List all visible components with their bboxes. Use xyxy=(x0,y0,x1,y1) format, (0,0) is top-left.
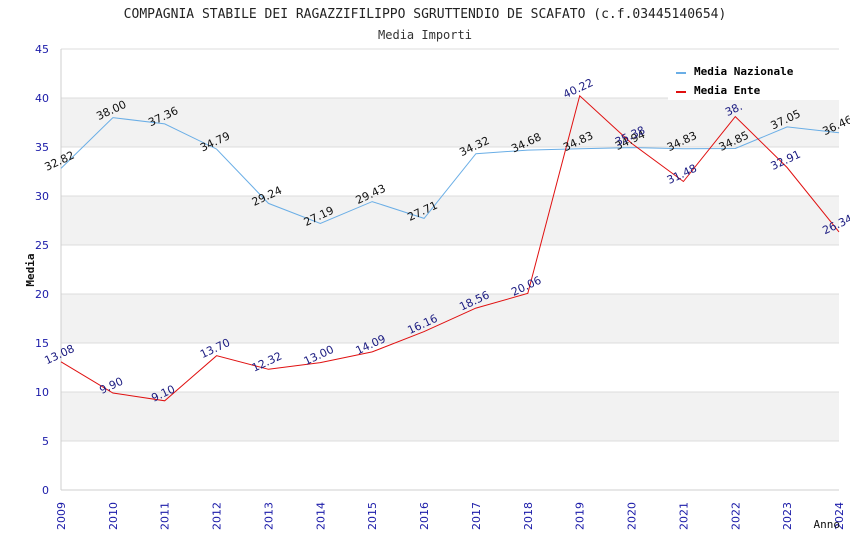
y-tick-label: 35 xyxy=(35,141,49,154)
x-axis-label: Anno xyxy=(814,518,841,531)
y-tick-label: 15 xyxy=(35,337,49,350)
x-tick-label: 2023 xyxy=(781,502,794,530)
data-label-ente: 32.91 xyxy=(769,148,803,173)
y-tick-label: 40 xyxy=(35,92,49,105)
x-tick-label: 2017 xyxy=(470,502,483,530)
y-tick-label: 10 xyxy=(35,386,49,399)
y-tick-label: 5 xyxy=(42,435,49,448)
x-tick-label: 2020 xyxy=(626,502,639,530)
y-tick-label: 30 xyxy=(35,190,49,203)
x-tick-label: 2011 xyxy=(159,502,172,530)
grid-band xyxy=(61,98,839,147)
x-tick-label: 2019 xyxy=(574,502,587,530)
chart-subtitle: Media Importi xyxy=(378,28,472,42)
legend-box xyxy=(668,58,840,100)
y-tick-label: 0 xyxy=(42,484,49,497)
x-tick-label: 2012 xyxy=(211,502,224,530)
axes xyxy=(60,49,839,491)
grid-bands xyxy=(61,98,839,441)
legend-label-nazionale: Media Nazionale xyxy=(694,65,794,78)
x-tick-labels: 2009 2010 2011 2012 2013 2014 2015 2016 2017 2018… xyxy=(55,502,846,530)
x-tick-label: 2013 xyxy=(262,502,275,530)
legend: Media Nazionale Media Ente xyxy=(668,58,840,100)
series-lines xyxy=(60,94,840,402)
x-tick-label: 2014 xyxy=(314,502,327,530)
chart-title: COMPAGNIA STABILE DEI RAGAZZIFILIPPO SGR… xyxy=(124,7,727,22)
grid-band xyxy=(61,392,839,441)
data-label-ente: 31.48 xyxy=(665,162,699,187)
series-line-ente xyxy=(60,94,840,402)
x-tick-label: 2016 xyxy=(418,502,431,530)
legend-label-ente: Media Ente xyxy=(694,84,761,97)
x-tick-label: 2010 xyxy=(107,502,120,530)
y-axis-label: Media xyxy=(24,253,37,286)
y-tick-label: 45 xyxy=(35,43,49,56)
x-tick-label: 2022 xyxy=(729,502,742,530)
grid-band xyxy=(61,294,839,343)
x-tick-label: 2015 xyxy=(366,502,379,530)
y-tick-label: 25 xyxy=(35,239,49,252)
x-tick-label: 2024 xyxy=(833,502,846,530)
grid-band xyxy=(61,196,839,245)
x-tick-label: 2009 xyxy=(55,502,68,530)
data-label-ente: 40.22 xyxy=(561,76,595,101)
data-label-ente: 12.32 xyxy=(250,350,284,375)
y-tick-label: 20 xyxy=(35,288,49,301)
x-tick-label: 2021 xyxy=(677,502,690,530)
x-tick-label: 2018 xyxy=(522,502,535,530)
y-tick-labels: 0 5 10 15 20 25 30 35 40 45 xyxy=(35,43,49,497)
data-label-ente: 13.00 xyxy=(302,343,336,368)
